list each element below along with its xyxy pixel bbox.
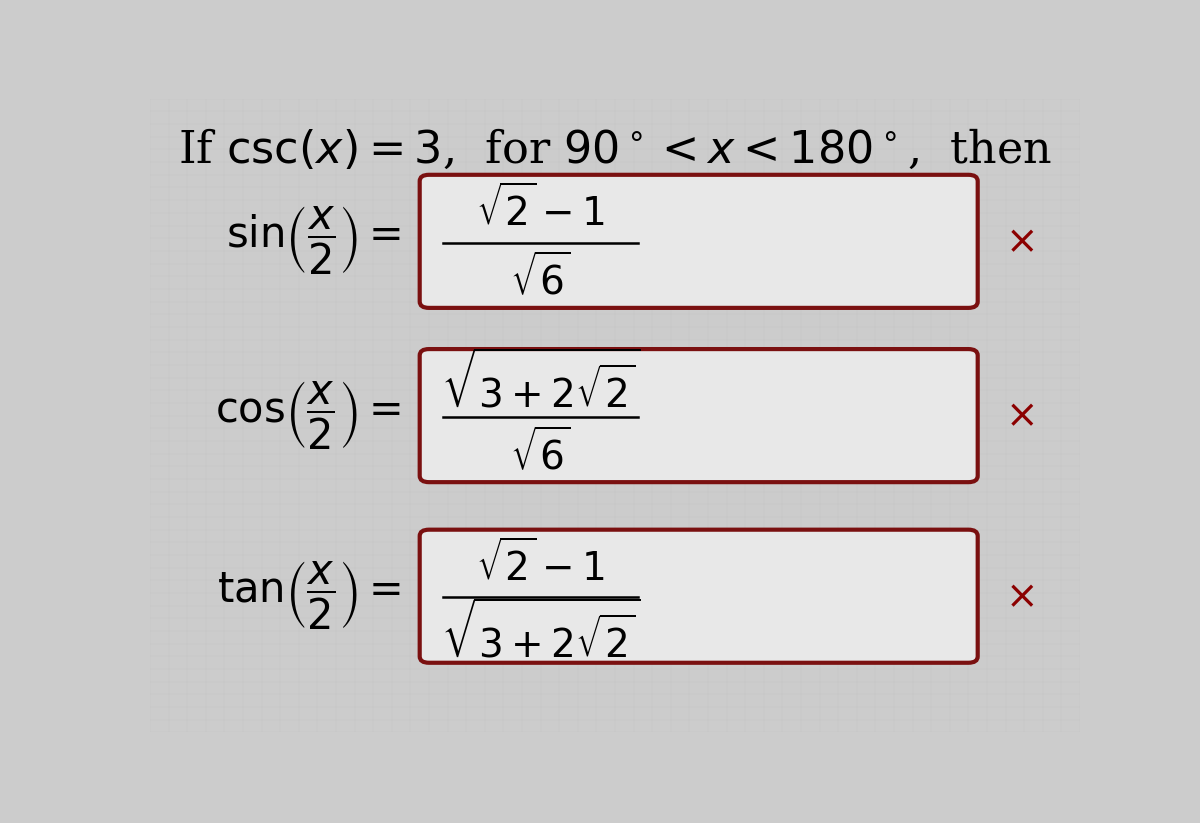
Text: $\sqrt{3 + 2\sqrt{2}}$: $\sqrt{3 + 2\sqrt{2}}$ — [440, 351, 641, 416]
Text: $\tan\!\left(\dfrac{x}{2}\right) =$: $\tan\!\left(\dfrac{x}{2}\right) =$ — [217, 560, 401, 632]
Text: $\sqrt{6}$: $\sqrt{6}$ — [510, 428, 571, 477]
Text: $\cos\!\left(\dfrac{x}{2}\right) =$: $\cos\!\left(\dfrac{x}{2}\right) =$ — [215, 379, 401, 452]
Text: $\times$: $\times$ — [1004, 222, 1034, 260]
Text: $\sqrt{3 + 2\sqrt{2}}$: $\sqrt{3 + 2\sqrt{2}}$ — [440, 601, 641, 666]
FancyBboxPatch shape — [420, 530, 978, 663]
Text: $\sqrt{2} - 1$: $\sqrt{2} - 1$ — [476, 540, 605, 588]
Text: $\sin\!\left(\dfrac{x}{2}\right) =$: $\sin\!\left(\dfrac{x}{2}\right) =$ — [226, 205, 401, 277]
Text: $\sqrt{6}$: $\sqrt{6}$ — [510, 253, 571, 303]
Text: $\sqrt{2} - 1$: $\sqrt{2} - 1$ — [476, 185, 605, 234]
Text: $\times$: $\times$ — [1004, 577, 1034, 616]
Text: $\times$: $\times$ — [1004, 397, 1034, 435]
FancyBboxPatch shape — [420, 349, 978, 482]
Text: If $\mathrm{csc}(x) = 3$,  for $90^\circ < x < 180^\circ$,  then: If $\mathrm{csc}(x) = 3$, for $90^\circ … — [178, 128, 1052, 171]
FancyBboxPatch shape — [420, 174, 978, 308]
